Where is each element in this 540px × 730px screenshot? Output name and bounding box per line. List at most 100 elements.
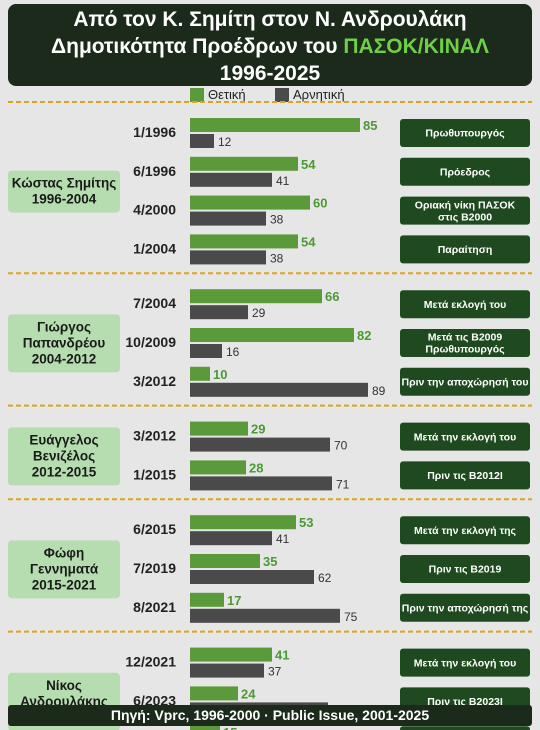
row-date-label: 3/2012 (133, 373, 176, 389)
event-note-box (400, 290, 530, 319)
leader-name-text: Νίκος (46, 678, 82, 693)
bar-positive (190, 118, 360, 132)
leader-name-text: Γεννηματά (30, 561, 99, 576)
bar-negative (190, 134, 214, 148)
bar-negative (190, 570, 314, 584)
bar-positive (190, 366, 210, 381)
bar-negative (190, 476, 332, 491)
leader-name-text: 2015-2021 (32, 577, 97, 592)
event-note-text: Πριν την αποχώρησή της (402, 602, 529, 614)
bar-negative (190, 211, 266, 226)
event-note-box (400, 648, 530, 677)
leader-name-text: Βενιζέλος (33, 448, 95, 463)
bar-negative-value: 38 (270, 251, 284, 265)
bar-negative (190, 663, 264, 678)
event-note-text: Μετά την εκλογή του (414, 431, 516, 443)
legend-label-positive: Θετική (208, 87, 246, 102)
event-note-box (400, 461, 530, 490)
bar-positive-value: 54 (301, 157, 316, 172)
leader-name-box (8, 314, 120, 373)
bar-positive-value: 66 (325, 289, 339, 304)
bar-positive-value: 10 (213, 367, 227, 382)
bar-negative-value: 75 (344, 610, 358, 624)
bar-positive (190, 195, 310, 210)
chart-title-line-2: Δημοτικότητα Προέδρων του ΠΑΣΟΚ/ΚΙΝΑΛ (8, 33, 532, 60)
row-date-label: 6/1996 (133, 163, 176, 179)
bar-positive-value: 29 (251, 422, 265, 437)
bar-positive (190, 515, 296, 530)
bar-positive (190, 725, 220, 730)
bar-negative-value: 41 (276, 174, 290, 188)
leader-name-text: Γιώργος (37, 319, 91, 334)
event-note-box (400, 516, 530, 545)
legend-swatch-positive (190, 87, 204, 102)
bar-negative-value: 62 (318, 571, 332, 585)
bar-positive (190, 554, 260, 568)
event-note-text: Μετά εκλογή του (424, 299, 507, 311)
legend-swatch-negative (275, 87, 289, 102)
leader-name-box (8, 170, 120, 213)
event-note-text: Πρωθυπουργός (425, 344, 505, 356)
bar-positive-value: 60 (313, 196, 327, 211)
bar-positive (190, 156, 298, 171)
source-note: Πηγή: Vprc, 1996-2000 · Public Issue, 20… (8, 705, 532, 726)
chart-title-box: Από τον Κ. Σημίτη στον Ν. Ανδρουλάκη Δημ… (8, 4, 532, 86)
bar-negative-value: 29 (252, 306, 266, 320)
bar-negative-value: 70 (334, 439, 348, 453)
bar-negative-value: 89 (372, 384, 386, 398)
bar-negative (190, 344, 222, 358)
leader-name-box (8, 427, 120, 486)
event-note-text: Μετά τις Β2009 (428, 332, 503, 344)
event-note-text: Μετά την εκλογή του (414, 657, 516, 669)
bar-negative (190, 437, 330, 452)
chart-title-line-2-text: Δημοτικότητα Προέδρων του (51, 35, 344, 58)
row-date-label: 6/2015 (133, 521, 176, 537)
event-note-text: στις Β2000 (438, 211, 492, 223)
event-note-text: Μετά την εκλογή της (414, 525, 517, 537)
chart-title-line-3: 1996-2025 (219, 62, 321, 85)
event-note-text: Οριακή νίκη ΠΑΣΟΚ (415, 199, 516, 211)
event-note-text: Παραίτηση (438, 244, 493, 256)
event-note-box (400, 196, 530, 225)
event-note-text: Πριν τις Β2019 (429, 564, 502, 576)
bar-positive-value: 24 (241, 686, 256, 701)
leader-name-text: Παπανδρέου (23, 335, 106, 350)
bar-negative (190, 305, 248, 320)
bar-positive-value: 85 (363, 118, 377, 133)
bar-negative-value: 37 (268, 665, 282, 679)
row-date-label: 6/2023 (133, 692, 176, 708)
chart-title-party-name: ΠΑΣΟΚ/ΚΙΝΑΛ (343, 35, 489, 58)
bar-negative-value: 41 (276, 532, 290, 546)
event-note-text: Πρωθυπουργός (425, 128, 505, 140)
bar-negative (190, 382, 368, 397)
event-note-box (400, 593, 530, 622)
row-date-label: 7/2019 (133, 560, 176, 576)
event-note-box (400, 422, 530, 451)
row-date-label: 7/2004 (133, 295, 176, 311)
bar-positive-value: 15 (223, 725, 237, 730)
event-note-box (400, 157, 530, 186)
row-date-label: 4/2000 (133, 202, 176, 218)
bar-positive-value: 17 (227, 593, 241, 608)
row-date-label: 12/2021 (125, 654, 176, 670)
bar-positive (190, 647, 272, 662)
leader-name-text: 2012-2015 (32, 464, 97, 479)
bar-positive-value: 41 (275, 648, 289, 663)
event-note-text: Πρόεδρος (440, 166, 491, 178)
event-note-box (400, 726, 530, 730)
bar-positive-value: 28 (249, 460, 263, 475)
legend-item-positive: Θετική (190, 87, 246, 102)
legend-item-negative: Αρνητική (275, 87, 345, 102)
bar-positive (190, 421, 248, 436)
bar-negative (190, 531, 272, 546)
bar-negative-value: 16 (226, 345, 240, 359)
event-note-box (400, 329, 530, 357)
bar-positive (190, 460, 246, 475)
event-note-text: Πριν την αποχώρησή του (402, 376, 529, 388)
row-date-label: 1/2004 (133, 240, 176, 256)
bar-negative (190, 608, 340, 623)
leader-name-text: 1996-2004 (32, 192, 97, 207)
bar-positive-value: 35 (263, 554, 277, 569)
bar-positive (190, 592, 224, 607)
